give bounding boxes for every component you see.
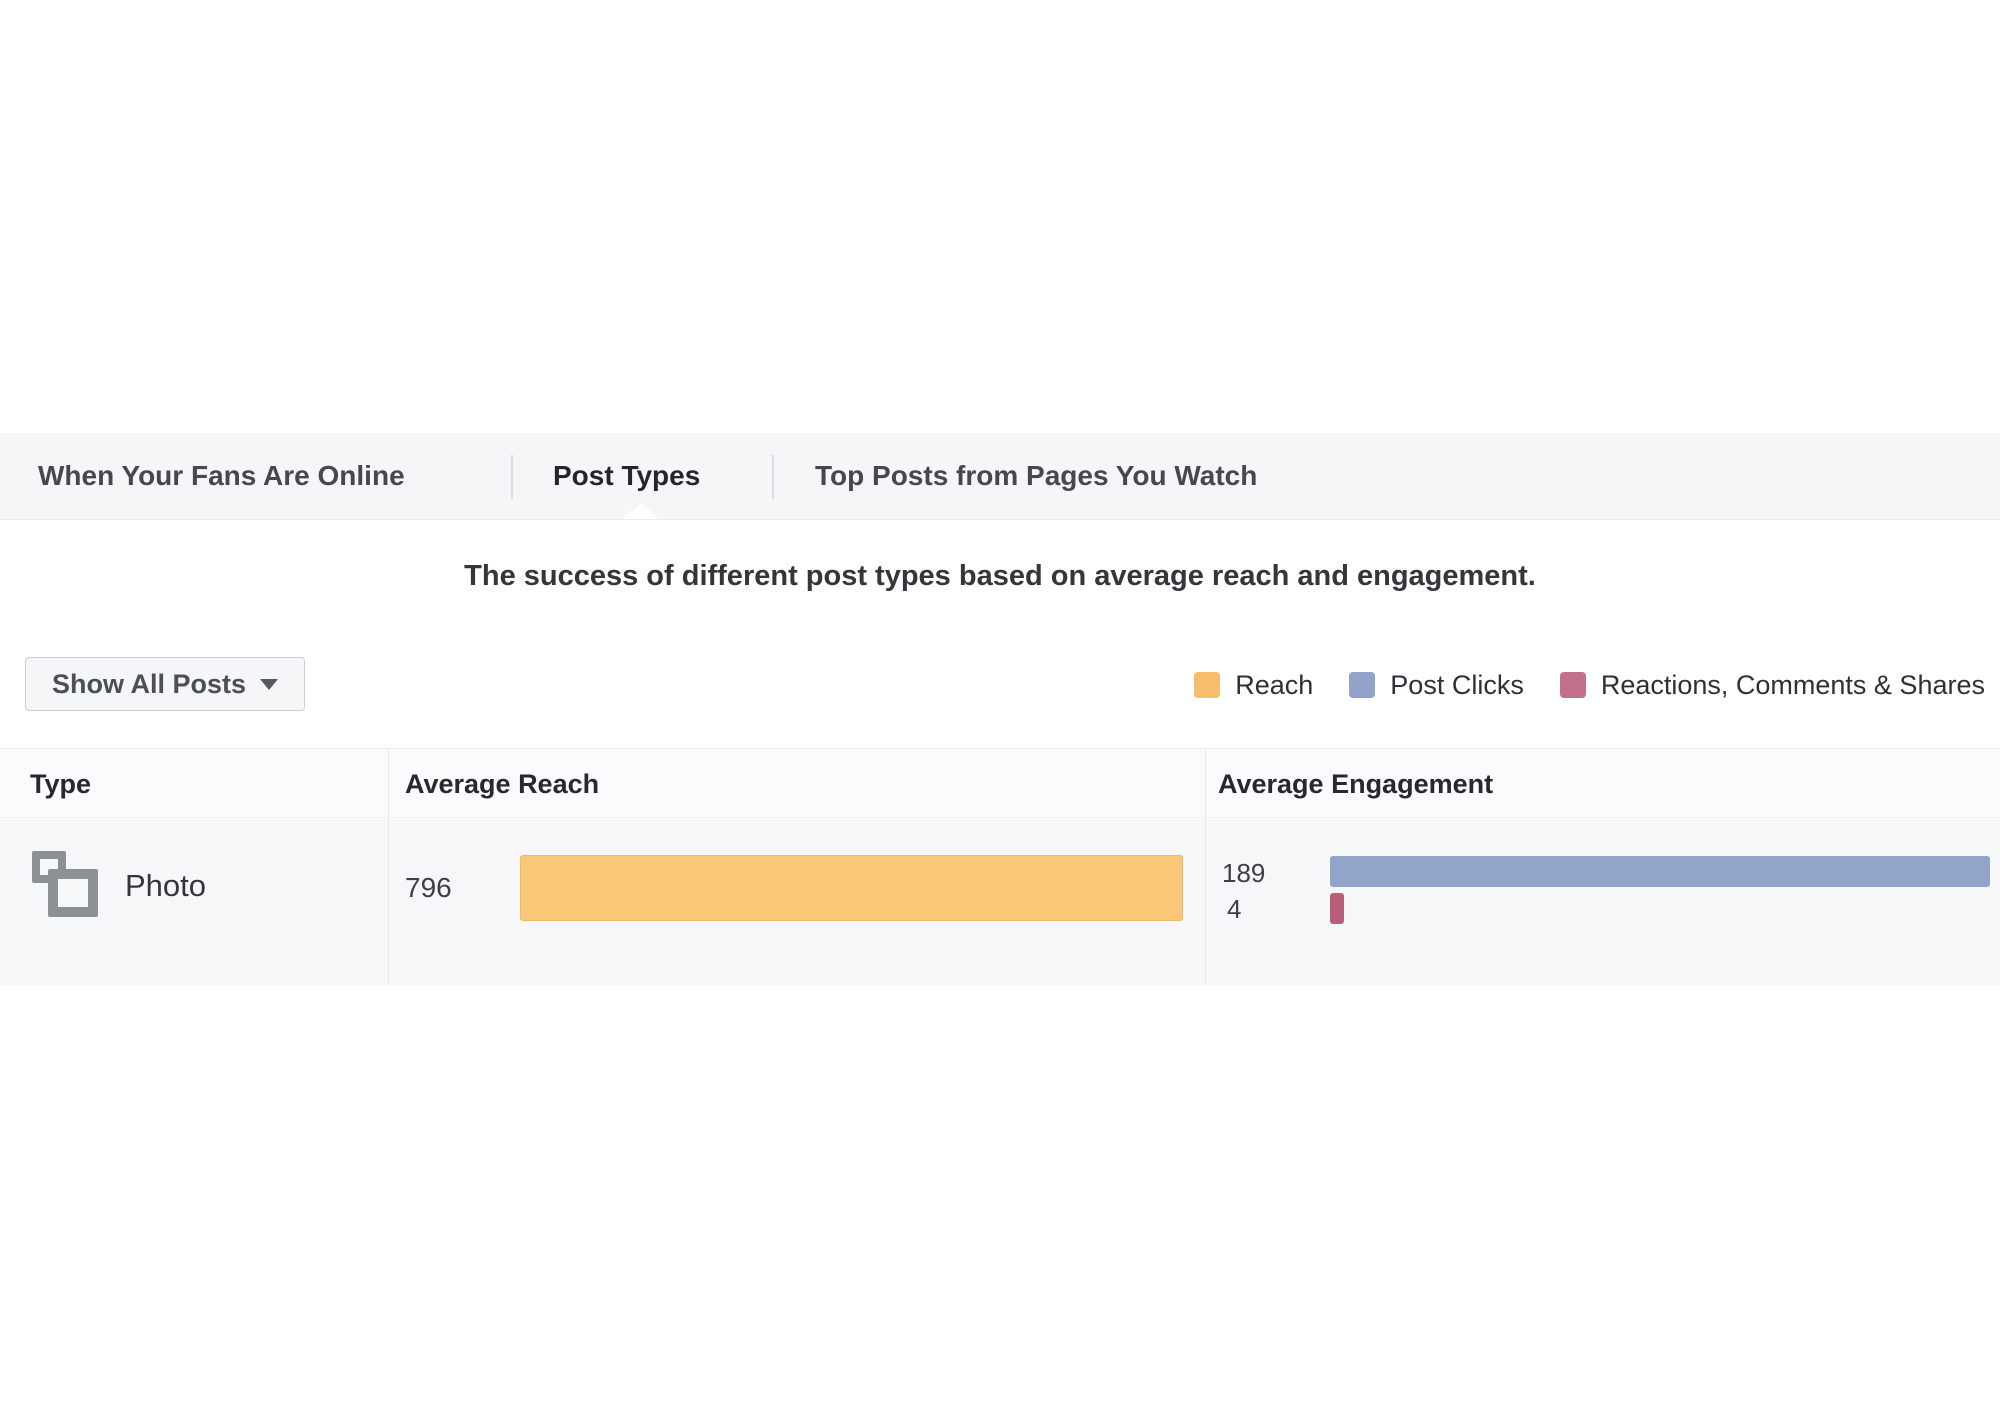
reactions-comments-shares-value: 4 [1227,894,1242,924]
table-header-row: Type Average Reach Average Engagement [0,748,2000,818]
legend-item-post-clicks: Post Clicks [1349,670,1524,701]
post-clicks-swatch-icon [1349,672,1376,698]
legend-label: Post Clicks [1390,669,1524,700]
legend-label: Reactions, Comments & Shares [1600,669,1985,700]
reach-swatch-icon [1194,672,1221,698]
insights-tab-bar: When Your Fans Are Online Post Types Top… [0,433,2000,520]
tab-when-your-fans-are-online[interactable]: When Your Fans Are Online [38,460,405,491]
column-header-average-reach: Average Reach [405,769,600,799]
show-all-posts-dropdown[interactable]: Show All Posts [25,657,306,711]
reach-bar [520,855,1183,921]
legend-item-reactions-comments-shares: Reactions, Comments & Shares [1559,669,1985,701]
reactions-comments-shares-bar [1330,893,1344,924]
reactions-swatch-icon [1559,672,1586,698]
tab-separator [772,455,774,499]
chart-legend: Reach Post Clicks Reactions, Comments & … [1194,665,1985,705]
legend-label: Reach [1235,669,1314,700]
tab-post-types[interactable]: Post Types [553,460,701,491]
photo-stack-icon [32,851,98,917]
post-clicks-bar [1330,856,1990,887]
column-divider [388,748,389,985]
column-header-type: Type [30,769,92,799]
average-reach-value: 796 [405,872,452,903]
post-clicks-value: 189 [1222,858,1266,888]
legend-item-reach: Reach [1194,670,1313,701]
tab-separator [511,455,513,499]
panel-subtitle: The success of different post types base… [464,560,1536,592]
column-divider [1205,748,1206,985]
show-all-posts-label: Show All Posts [52,668,247,699]
active-tab-pointer [623,503,659,519]
column-header-average-engagement: Average Engagement [1218,769,1494,799]
caret-down-icon [260,678,279,690]
post-type-label: Photo [125,868,207,903]
tab-top-posts-from-pages-you-watch[interactable]: Top Posts from Pages You Watch [815,460,1258,491]
